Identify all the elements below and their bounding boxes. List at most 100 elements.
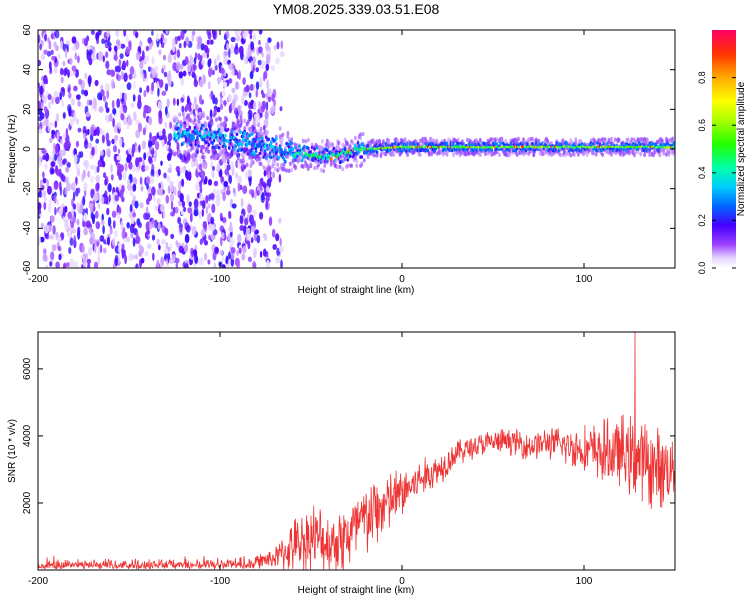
spectrogram-cell [213, 180, 219, 187]
spectrogram-cell [260, 89, 264, 95]
spectrogram-cell [238, 247, 242, 254]
spectrogram-cell [63, 141, 69, 150]
spectrogram-cell [190, 145, 194, 150]
spectrogram-cell [105, 132, 110, 142]
spectrogram-cell [118, 59, 122, 67]
spectrogram-cell [165, 194, 170, 204]
spectrogram-cell [223, 180, 229, 188]
spectrogram-cell [630, 137, 634, 142]
spectrogram-cell [168, 70, 171, 77]
spectrogram-cell [197, 176, 201, 183]
spectrogram-cell [107, 236, 110, 246]
spectrogram-cell [305, 163, 309, 168]
spectrogram-cell [634, 149, 638, 155]
spectrogram-cell [633, 137, 636, 142]
spectrogram-cell [249, 152, 253, 156]
colorbar-label: Normalized spectral amplitude [736, 81, 747, 216]
spectrogram-cell [171, 38, 176, 46]
spectrogram-cell [38, 100, 42, 111]
spectrogram-cell [139, 245, 145, 255]
spectrogram-cell [186, 95, 190, 105]
colorbar-ticks: 0.0 0.2 0.4 0.6 0.8 [697, 71, 736, 274]
spectrogram-cell [212, 165, 215, 171]
spectrogram-cell [83, 89, 89, 97]
spectrogram-cell [163, 54, 166, 61]
spectrogram-cell [96, 126, 100, 137]
spectrogram-cell [230, 258, 235, 267]
spectrogram-cell [279, 51, 285, 58]
spectrogram-cell [183, 40, 187, 49]
spectrogram-cell [234, 30, 240, 38]
spectrogram-cell [42, 253, 48, 262]
spectrogram-cell [253, 247, 258, 257]
spectrogram-cell [258, 156, 262, 162]
spectrogram-cell [229, 153, 233, 158]
spectrogram-cell [178, 112, 182, 117]
spectrogram-cell [119, 136, 123, 147]
spectrogram-cell [191, 30, 196, 36]
spectrogram-cell [226, 127, 230, 132]
spectrogram-cell [295, 143, 299, 148]
spectrogram-cell [90, 188, 95, 199]
spectrogram-cell [62, 211, 66, 217]
spectrogram-cell [200, 126, 203, 131]
spectrogram-cell [166, 74, 172, 82]
spectrogram-cell [81, 173, 84, 182]
spectrogram-cell [171, 185, 174, 193]
spectrogram-cell [280, 259, 283, 268]
spectrogram-cell [83, 139, 89, 149]
spectrogram-cell [47, 93, 52, 101]
spectrogram-cell [104, 190, 108, 198]
spectrogram-cell [262, 71, 266, 82]
spectrogram-cell [113, 45, 118, 52]
spectrogram-plot-area [38, 30, 675, 268]
spectrogram-cell [157, 101, 162, 110]
spectrogram-cell [121, 229, 126, 240]
snr-x-tick-label: 0 [399, 576, 405, 587]
spectrogram-cell [57, 235, 62, 243]
spectrogram-cell [106, 69, 112, 76]
spectrogram-cell [65, 128, 69, 138]
spectrogram-cell [262, 155, 266, 159]
spectrogram-cell [112, 117, 115, 128]
spectrogram-cell [209, 192, 215, 200]
spectrogram-cell [318, 144, 322, 150]
spectrogram-cell [182, 200, 185, 208]
spectrogram-cell [106, 30, 110, 38]
spectrogram-cell [290, 167, 294, 173]
spectrogram-cell [387, 138, 390, 143]
spectrogram-cell [664, 152, 668, 157]
spectrogram-cell [271, 228, 276, 238]
spectrogram-cell [265, 185, 270, 193]
spectrogram-cell [99, 235, 105, 242]
figure-title: YM08.2025.339.03.51.E08 [273, 1, 440, 17]
spectrogram-cell [105, 107, 110, 113]
spectrogram-cell [290, 137, 294, 142]
spectrogram-cell [129, 223, 135, 234]
spectrogram-cell [254, 149, 258, 154]
spectrogram-cell [247, 169, 252, 177]
spectrogram-cell [349, 154, 352, 158]
spectrogram-cell [184, 136, 188, 140]
spectrogram-cell [48, 101, 52, 110]
spectrogram-cell [62, 112, 66, 119]
spectrogram-cell [135, 263, 139, 268]
spectrogram-cell [143, 90, 147, 98]
spectrogram-cell [526, 142, 529, 146]
spectrogram-cell [467, 150, 471, 155]
spectrogram-cell [313, 165, 316, 171]
spectrogram-cell [132, 164, 136, 173]
spectrogram-cell [626, 137, 630, 142]
spectrogram-cell [243, 131, 246, 136]
spectrogram-cell [259, 250, 263, 258]
spectrogram-cell [165, 241, 169, 250]
spectrogram-cell [172, 62, 178, 72]
spectrogram-cell [240, 142, 244, 147]
spectrogram-y-tick-label: 20 [22, 103, 33, 115]
spectrogram-cell [186, 194, 190, 204]
spectrogram-cell [215, 153, 218, 158]
spectrogram-cell [73, 148, 77, 157]
spectrogram-cell [129, 204, 133, 213]
spectrogram-cell [139, 60, 144, 70]
spectrogram-cell [135, 232, 139, 241]
